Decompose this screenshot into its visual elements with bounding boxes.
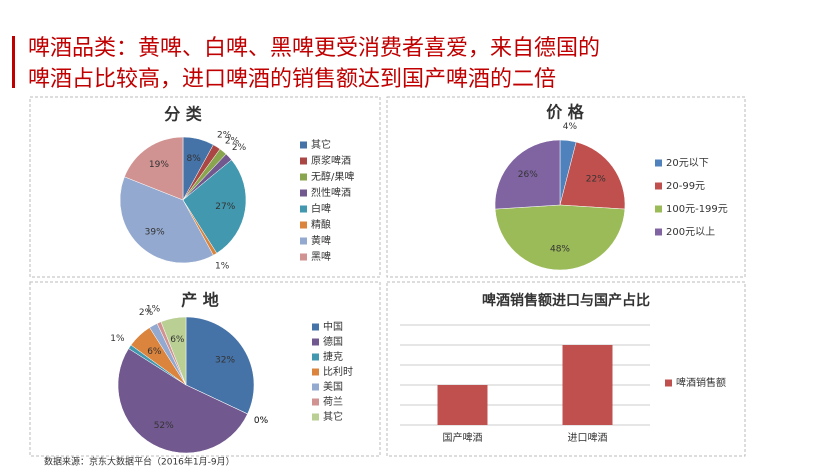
data-label: 2% <box>232 143 247 153</box>
x-tick-label: 国产啤酒 <box>443 431 483 444</box>
data-label: 1% <box>110 334 125 344</box>
panel <box>386 96 746 278</box>
legend-swatch <box>300 221 307 229</box>
legend-label: 其它 <box>311 138 331 151</box>
legend-label: 白啤 <box>311 202 331 215</box>
panel <box>29 281 381 457</box>
legend-label: 黑啤 <box>311 251 331 263</box>
legend-label: 20-99元 <box>666 181 705 192</box>
legend-swatch <box>655 182 662 190</box>
data-label: 48% <box>550 245 570 255</box>
data-label: 1% <box>146 304 161 314</box>
legend-swatch <box>300 237 307 245</box>
legend-label: 200元以上 <box>666 226 715 238</box>
legend-swatch <box>312 323 319 331</box>
chart-title: 啤酒销售额进口与国产占比 <box>482 292 650 309</box>
pie-slice <box>559 141 626 210</box>
legend-label: 中国 <box>323 320 343 333</box>
legend-label: 荷兰 <box>323 395 343 408</box>
data-label: 2% <box>217 131 232 141</box>
title-bar <box>12 36 15 88</box>
legend-label: 美国 <box>323 380 343 393</box>
legend-swatch <box>300 205 307 213</box>
legend-swatch <box>665 379 672 387</box>
legend-label: 黄啤 <box>311 234 331 247</box>
data-label: 39% <box>145 228 165 238</box>
legend-swatch <box>300 141 307 149</box>
pie-slice <box>494 139 561 210</box>
data-label: 8% <box>187 154 202 164</box>
pie-slice <box>182 159 247 254</box>
legend-label: 无醇/果啤 <box>311 170 354 183</box>
legend-label: 比利时 <box>323 366 353 378</box>
data-label: 27% <box>215 202 235 212</box>
pie-slice <box>124 136 184 201</box>
pie-slice <box>117 348 248 454</box>
legend-label: 其它 <box>323 410 343 423</box>
data-label: 6% <box>170 335 185 345</box>
data-label: 6% <box>147 347 162 357</box>
legend-swatch <box>312 353 319 361</box>
title-line: 啤酒占比较高，进口啤酒的销售额达到国产啤酒的二倍 <box>28 67 556 92</box>
panel <box>386 281 746 457</box>
data-label: 22% <box>586 175 606 185</box>
source: 数据来源：京东大数据平台（2016年1月-9月） <box>44 456 235 468</box>
data-label: 4% <box>563 122 578 132</box>
data-label: 2% <box>225 136 240 146</box>
chart-title: 价 格 <box>546 103 585 122</box>
title-line: 啤酒品类：黄啤、白啤、黑啤更受消费者喜爱，来自德国的 <box>28 36 600 61</box>
legend-swatch <box>312 383 319 391</box>
legend-label: 啤酒销售额 <box>676 376 726 389</box>
pie-slice <box>494 204 626 271</box>
bar <box>437 385 488 425</box>
legend-label: 100元-199元 <box>666 204 728 215</box>
pie-slice <box>119 176 214 264</box>
legend-label: 烈性啤酒 <box>311 186 351 199</box>
legend-label: 原浆啤酒 <box>311 154 351 167</box>
data-label: 19% <box>149 160 169 170</box>
legend-swatch <box>300 157 307 165</box>
legend-swatch <box>655 159 662 167</box>
legend-label: 精酿 <box>311 218 331 231</box>
pie-slice <box>185 316 255 415</box>
legend-swatch <box>300 253 307 261</box>
chart-title: 产 地 <box>181 291 219 310</box>
legend-label: 德国 <box>323 335 343 348</box>
chart-title: 分 类 <box>164 105 203 124</box>
data-label: 1% <box>215 262 230 272</box>
data-label: 2% <box>139 308 154 318</box>
legend-swatch <box>655 228 662 236</box>
legend-label: 捷克 <box>323 350 343 363</box>
legend-label: 20元以下 <box>666 158 709 169</box>
data-label: 0% <box>254 416 269 426</box>
legend-swatch <box>300 173 307 181</box>
bar <box>562 345 613 425</box>
legend-swatch <box>655 205 662 213</box>
x-tick-label: 进口啤酒 <box>568 432 608 444</box>
data-label: 0% <box>254 416 269 426</box>
pie-slice <box>160 316 187 386</box>
panel <box>29 96 381 278</box>
data-label: 52% <box>154 421 174 431</box>
legend-swatch <box>312 338 319 346</box>
legend-swatch <box>312 398 319 406</box>
data-label: 32% <box>215 356 235 366</box>
legend-swatch <box>312 368 319 376</box>
legend-swatch <box>300 189 307 197</box>
data-label: 26% <box>518 170 538 180</box>
legend-swatch <box>312 413 319 421</box>
